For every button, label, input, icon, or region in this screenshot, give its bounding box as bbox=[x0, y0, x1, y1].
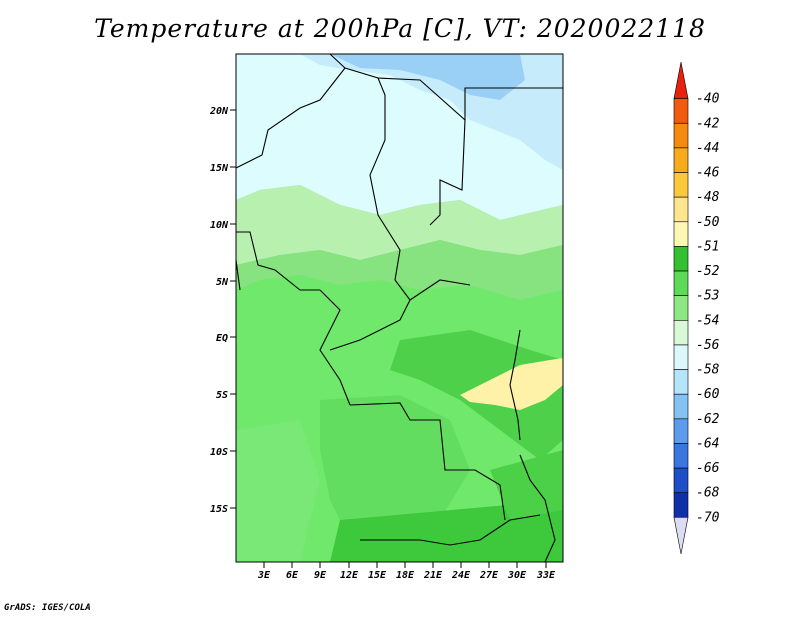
colorbar-swatch bbox=[673, 517, 689, 555]
lon-tick: 3E bbox=[257, 562, 271, 581]
svg-text:21E: 21E bbox=[423, 570, 443, 581]
colorbar-swatch bbox=[673, 492, 689, 518]
lat-tick: 10N bbox=[210, 220, 236, 231]
colorbar-swatch bbox=[673, 147, 689, 173]
colorbar-label: -60 bbox=[696, 387, 720, 402]
lat-tick: 5S bbox=[216, 390, 236, 401]
svg-text:33E: 33E bbox=[536, 570, 556, 581]
colorbar-label: -44 bbox=[696, 141, 719, 156]
lon-tick: 24E bbox=[451, 562, 471, 581]
svg-text:12E: 12E bbox=[340, 570, 359, 581]
svg-text:10S: 10S bbox=[210, 447, 228, 458]
colorbar-label: -46 bbox=[696, 166, 720, 181]
svg-text:30E: 30E bbox=[507, 570, 527, 581]
svg-text:15E: 15E bbox=[368, 570, 387, 581]
svg-text:15N: 15N bbox=[210, 163, 229, 174]
colorbar-label: -42 bbox=[696, 116, 720, 131]
colorbar-label: -56 bbox=[696, 338, 720, 353]
svg-text:15S: 15S bbox=[210, 504, 228, 515]
colorbar-swatch bbox=[673, 369, 689, 395]
colorbar-label: -54 bbox=[696, 313, 719, 328]
colorbar-swatch bbox=[673, 246, 689, 272]
svg-text:EQ: EQ bbox=[216, 333, 228, 344]
lat-tick: 10S bbox=[210, 447, 236, 458]
svg-text:5S: 5S bbox=[216, 390, 228, 401]
svg-text:20N: 20N bbox=[209, 106, 229, 117]
lon-tick: 6E bbox=[286, 562, 299, 581]
colorbar-swatch bbox=[673, 98, 689, 124]
colorbar-swatch bbox=[673, 270, 689, 296]
colorbar-swatch bbox=[673, 295, 689, 321]
lon-tick: 30E bbox=[507, 562, 527, 581]
colorbar-label: -40 bbox=[696, 92, 720, 107]
colorbar-swatch bbox=[673, 221, 689, 247]
footer-credit: GrADS: IGES/COLA bbox=[4, 603, 91, 613]
lon-tick: 15E bbox=[368, 562, 387, 581]
lat-axis: 20N 15N 10N 5N EQ 5S 10S 15S bbox=[209, 106, 236, 515]
colorbar-label: -48 bbox=[696, 190, 720, 205]
colorbar-swatch bbox=[673, 61, 689, 99]
colorbar-label: -53 bbox=[696, 289, 719, 304]
colorbar-label: -66 bbox=[696, 461, 720, 476]
colorbar-swatch bbox=[673, 393, 689, 420]
colorbar-swatch bbox=[673, 443, 689, 469]
colorbar-swatch bbox=[673, 122, 689, 149]
lon-tick: 18E bbox=[396, 562, 415, 581]
svg-text:3E: 3E bbox=[257, 570, 271, 581]
colorbar-swatch bbox=[673, 467, 689, 494]
colorbar: -40 -42 -44 -46 -48 -50 -51 -52 -53 -54 -56 -58 -60 -… bbox=[673, 61, 720, 555]
lat-tick: EQ bbox=[216, 333, 236, 344]
colorbar-label: -68 bbox=[696, 486, 720, 501]
lat-tick: 20N bbox=[209, 106, 236, 117]
svg-text:27E: 27E bbox=[479, 570, 499, 581]
svg-text:6E: 6E bbox=[286, 570, 299, 581]
colorbar-label: -64 bbox=[696, 436, 719, 451]
colorbar-label: -52 bbox=[696, 264, 720, 279]
colorbar-swatch bbox=[673, 196, 689, 223]
lon-tick: 12E bbox=[340, 562, 359, 581]
svg-text:24E: 24E bbox=[451, 570, 471, 581]
lon-axis: 3E 6E 9E 12E 15E 18E 21E 24E 27E 30E 33E bbox=[257, 562, 556, 581]
svg-text:5N: 5N bbox=[216, 277, 229, 288]
chart-title: Temperature at 200hPa [C], VT: 202002211… bbox=[94, 14, 706, 43]
colorbar-label: -70 bbox=[696, 510, 720, 525]
colorbar-swatch bbox=[673, 172, 689, 198]
svg-text:18E: 18E bbox=[396, 570, 415, 581]
lon-tick: 21E bbox=[423, 562, 443, 581]
colorbar-swatch bbox=[673, 344, 689, 370]
colorbar-label: -58 bbox=[696, 363, 720, 378]
lon-tick: 9E bbox=[314, 562, 327, 581]
colorbar-label: -50 bbox=[696, 215, 720, 230]
lon-tick: 33E bbox=[536, 562, 556, 581]
lon-tick: 27E bbox=[479, 562, 499, 581]
lat-tick: 5N bbox=[216, 277, 236, 288]
lat-tick: 15N bbox=[210, 163, 236, 174]
colorbar-label: -62 bbox=[696, 412, 720, 427]
temperature-map bbox=[235, 53, 564, 563]
lat-tick: 15S bbox=[210, 504, 236, 515]
svg-text:9E: 9E bbox=[314, 570, 327, 581]
colorbar-swatch bbox=[673, 418, 689, 444]
colorbar-swatch bbox=[673, 320, 689, 346]
svg-text:10N: 10N bbox=[210, 220, 229, 231]
colorbar-label: -51 bbox=[696, 239, 719, 254]
